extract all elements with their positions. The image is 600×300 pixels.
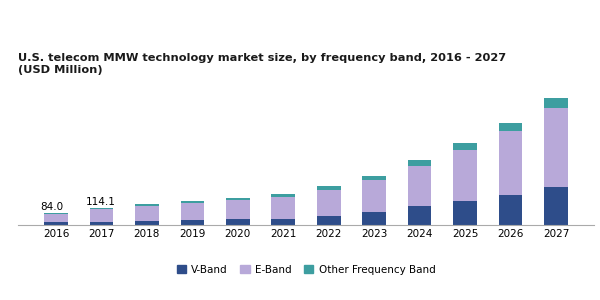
Bar: [499, 131, 523, 195]
Bar: [317, 190, 341, 216]
Bar: [544, 187, 568, 225]
Bar: [408, 160, 431, 166]
Bar: [181, 201, 204, 203]
Bar: [89, 222, 113, 225]
Bar: [499, 123, 523, 131]
Bar: [453, 150, 477, 200]
Bar: [317, 216, 341, 225]
Bar: [44, 212, 68, 214]
Bar: [226, 219, 250, 225]
Text: 114.1: 114.1: [86, 197, 115, 207]
Bar: [362, 212, 386, 225]
Bar: [408, 166, 431, 206]
Bar: [271, 194, 295, 197]
Text: 84.0: 84.0: [40, 202, 63, 212]
Legend: V-Band, E-Band, Other Frequency Band: V-Band, E-Band, Other Frequency Band: [172, 261, 440, 279]
Bar: [271, 197, 295, 219]
Bar: [44, 222, 68, 225]
Bar: [44, 214, 68, 222]
Bar: [362, 176, 386, 181]
Bar: [499, 195, 523, 225]
Bar: [271, 219, 295, 225]
Bar: [453, 200, 477, 225]
Bar: [226, 200, 250, 219]
Bar: [135, 220, 159, 225]
Bar: [544, 98, 568, 109]
Bar: [181, 220, 204, 225]
Bar: [89, 209, 113, 222]
Bar: [135, 206, 159, 220]
Bar: [226, 198, 250, 200]
Bar: [408, 206, 431, 225]
Bar: [89, 208, 113, 209]
Bar: [453, 143, 477, 150]
Bar: [362, 181, 386, 212]
Text: U.S. telecom MMW technology market size, by frequency band, 2016 - 2027
(USD Mil: U.S. telecom MMW technology market size,…: [18, 53, 506, 75]
Bar: [181, 203, 204, 220]
Bar: [135, 204, 159, 206]
Bar: [317, 186, 341, 190]
Bar: [544, 109, 568, 187]
